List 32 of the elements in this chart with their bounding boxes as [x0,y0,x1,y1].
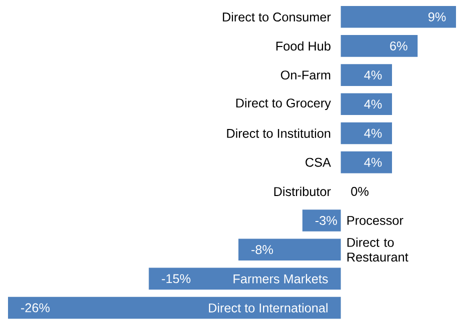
bar [340,6,456,28]
data-label: -3% [315,216,337,225]
data-label: 4% [364,70,382,80]
bar [302,210,341,232]
y-tick-label: Direct to Consumer [222,12,331,22]
y-tick-label: CSA [306,158,331,167]
y-tick-label: Farmers Markets [234,274,328,284]
y-tick-label: Processor [347,216,404,225]
data-label: 4% [364,128,382,138]
bar [238,238,341,261]
bar [340,151,392,174]
data-label: -8% [251,245,273,254]
bar [340,93,392,116]
y-tick-label: Direct to Institution [227,128,330,138]
bar [340,35,418,57]
data-label: 6% [390,41,408,50]
y-tick-label: Food Hub [276,41,330,51]
data-label: 4% [364,100,382,109]
bar [340,122,392,144]
data-label: -15% [162,274,190,284]
y-tick-label: Distributor [274,186,331,196]
data-label: 0% [351,186,368,196]
y-tick-label: Direct to Restaurant [347,238,408,262]
data-label: 4% [364,158,382,167]
y-tick-label: Direct to International [208,303,328,312]
bar [340,64,392,86]
bar [148,268,341,290]
y-tick-label: Direct to Grocery [236,98,331,110]
data-label: -26% [21,303,50,312]
y-tick-label: On-Farm [280,70,330,80]
bar [8,296,341,319]
data-label: 9% [428,12,446,22]
